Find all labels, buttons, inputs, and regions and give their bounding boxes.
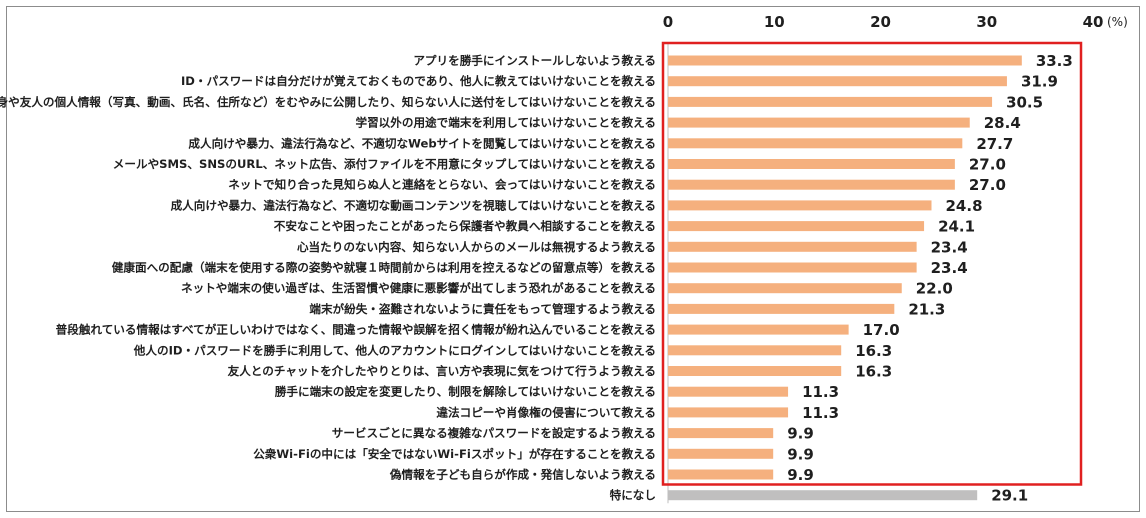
data-label: 29.1 bbox=[991, 487, 1028, 505]
bar bbox=[668, 366, 842, 376]
category-label: 健康面への配慮（端末を使用する際の姿勢や就寝１時間前からは利用を控えるなどの留意… bbox=[112, 261, 656, 275]
data-label: 24.8 bbox=[946, 197, 983, 215]
category-label: 勝手に端末の設定を変更したり、制限を解除してはいけないことを教える bbox=[275, 385, 656, 399]
category-label: ネットで知り合った見知らぬ人と連絡をとらない、会ってはいけないことを教える bbox=[228, 178, 656, 192]
bar bbox=[668, 55, 1022, 66]
category-label: アプリを勝手にインストールしないよう教える bbox=[413, 54, 656, 68]
axis-unit-label: (%) bbox=[1107, 15, 1128, 29]
data-label: 28.4 bbox=[984, 114, 1021, 132]
data-label: 33.3 bbox=[1036, 52, 1073, 70]
category-label: ID・パスワードは自分だけが覚えておくものであり、他人に教えてはいけないことを教… bbox=[181, 74, 656, 88]
bar bbox=[668, 159, 955, 169]
category-label: 友人とのチャットを介したやりとりは、言い方や表現に気をつけて行うよう教える bbox=[227, 364, 656, 378]
bar bbox=[668, 469, 774, 480]
category-label: 違法コピーや肖像権の侵害について教える bbox=[436, 405, 656, 419]
category-label: 他人のID・パスワードを勝手に利用して、他人のアカウントにログインしてはいけない… bbox=[133, 343, 656, 357]
bar bbox=[668, 241, 917, 252]
data-label: 11.3 bbox=[802, 404, 839, 422]
data-label: 27.7 bbox=[976, 135, 1013, 153]
category-label: 心当たりのない内容、知らない人からのメールは無視するよう教える bbox=[297, 240, 656, 254]
data-label: 9.9 bbox=[787, 425, 814, 443]
bar bbox=[668, 303, 895, 314]
category-label: 学習以外の用途で端末を利用してはいけないことを教える bbox=[355, 116, 656, 130]
category-label: メールやSMS、SNSのURL、ネット広告、添付ファイルを不用意にタップしてはい… bbox=[113, 157, 656, 171]
bar bbox=[668, 96, 993, 107]
bar bbox=[668, 324, 849, 335]
category-label: 特になし bbox=[610, 488, 656, 502]
category-label: 普段触れている情報はすべてが正しいわけではなく、間違った情報や誤解を招く情報が紛… bbox=[56, 323, 656, 337]
data-label: 27.0 bbox=[969, 156, 1006, 174]
category-label: 偽情報を子ども自らが作成・発信しないよう教える bbox=[389, 468, 656, 482]
data-label: 16.3 bbox=[855, 342, 892, 360]
data-label: 27.0 bbox=[969, 176, 1006, 194]
data-label: 16.3 bbox=[855, 363, 892, 381]
chart-frame bbox=[6, 6, 1140, 512]
axis-tick-label: 10 bbox=[764, 13, 785, 31]
bar bbox=[668, 200, 932, 211]
bar bbox=[668, 76, 1007, 87]
bar bbox=[668, 345, 842, 356]
bar bbox=[668, 428, 774, 439]
bar bbox=[668, 221, 925, 232]
bar bbox=[668, 386, 789, 397]
data-label: 17.0 bbox=[863, 321, 900, 339]
axis-tick-label: 20 bbox=[870, 13, 891, 31]
data-label: 31.9 bbox=[1021, 73, 1058, 91]
category-label: 不安なことや困ったことがあったら保護者や教員へ相談することを教える bbox=[274, 219, 656, 233]
category-label: サービスごとに異なる複雑なパスワードを設定するよう教える bbox=[332, 426, 656, 440]
data-label: 9.9 bbox=[787, 466, 814, 484]
category-label: 自身や友人の個人情報（写真、動画、氏名、住所など）をむやみに公開したり、知らない… bbox=[0, 95, 656, 109]
data-label: 23.4 bbox=[931, 238, 968, 256]
axis-tick-label: 30 bbox=[976, 13, 997, 31]
bar bbox=[668, 490, 978, 501]
data-label: 21.3 bbox=[908, 300, 945, 318]
axis-tick-label: 40 bbox=[1083, 13, 1104, 31]
axis-tick-label: 0 bbox=[663, 13, 673, 31]
category-label: 公衆Wi-Fiの中には「安全ではないWi-Fiスポット」が存在することを教える bbox=[253, 447, 656, 461]
bar bbox=[668, 283, 902, 294]
bar bbox=[668, 448, 774, 459]
category-label: 成人向けや暴力、違法行為など、不適切な動画コンテンツを視聴してはいけないことを教… bbox=[171, 198, 656, 212]
bar bbox=[668, 179, 955, 190]
data-label: 23.4 bbox=[931, 259, 968, 277]
bar bbox=[668, 138, 963, 149]
bar bbox=[668, 117, 970, 128]
data-label: 30.5 bbox=[1006, 93, 1043, 111]
category-label: 端末が紛失・盗難されないように責任をもって管理するよう教える bbox=[309, 302, 656, 316]
category-label: 成人向けや暴力、違法行為など、不適切なWebサイトを閲覧してはいけないことを教え… bbox=[188, 136, 656, 150]
data-label: 11.3 bbox=[802, 383, 839, 401]
highlight-box bbox=[661, 41, 1083, 486]
bar bbox=[668, 407, 789, 418]
data-label: 9.9 bbox=[787, 445, 814, 463]
category-label: ネットや端末の使い過ぎは、生活習慣や健康に悪影響が出てしまう恐れがあることを教え… bbox=[181, 281, 656, 295]
data-label: 24.1 bbox=[938, 218, 975, 236]
bar bbox=[668, 262, 917, 273]
data-label: 22.0 bbox=[916, 280, 953, 298]
